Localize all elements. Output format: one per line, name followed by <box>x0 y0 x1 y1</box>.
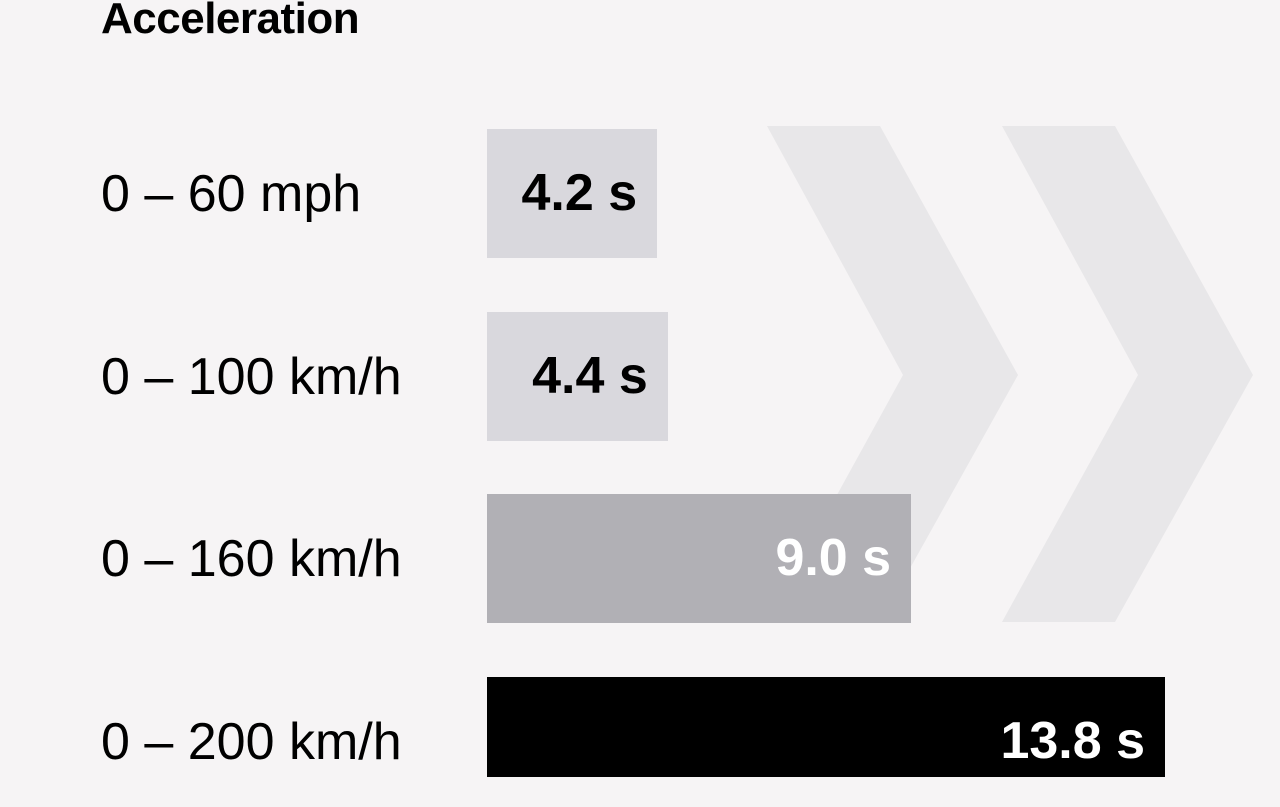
chevron-right-icon <box>1002 126 1253 622</box>
chart-title: Acceleration <box>101 0 360 43</box>
bar: 4.4 s <box>487 312 668 441</box>
bar: 4.2 s <box>487 129 658 258</box>
bar: 9.0 s <box>487 494 912 623</box>
bar: 13.8 s <box>487 677 1166 777</box>
category-label: 0 – 60 mph <box>101 165 362 223</box>
category-label: 0 – 200 km/h <box>101 713 402 771</box>
bar-value-label: 4.2 s <box>521 164 638 222</box>
bar-value-label: 9.0 s <box>775 529 892 587</box>
category-label: 0 – 100 km/h <box>101 348 402 406</box>
bar-value-label: 4.4 s <box>532 347 648 405</box>
bar-value-label: 13.8 s <box>1000 712 1146 770</box>
category-label: 0 – 160 km/h <box>101 530 402 588</box>
